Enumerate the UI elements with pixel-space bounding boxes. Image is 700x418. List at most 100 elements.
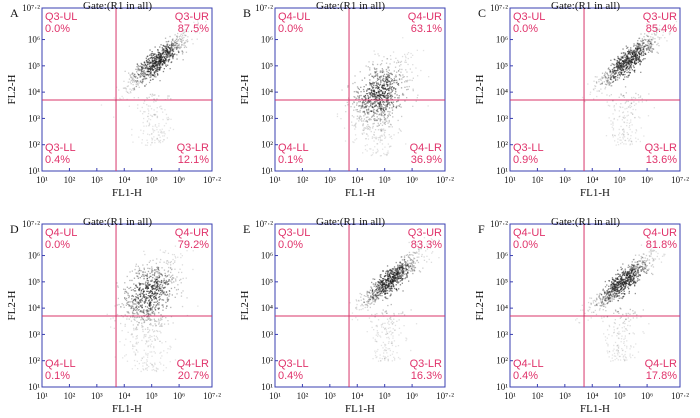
event-dot <box>647 35 649 37</box>
event-dot <box>638 44 640 46</box>
event-dot <box>143 69 145 72</box>
event-dot <box>405 265 407 267</box>
event-dot <box>155 285 157 287</box>
event-dot <box>157 54 159 56</box>
event-dot <box>355 109 357 111</box>
event-dot <box>422 267 424 269</box>
event-dot <box>654 41 656 43</box>
event-dot <box>617 69 619 71</box>
event-dot <box>631 98 633 100</box>
event-dot <box>153 94 155 96</box>
event-dot <box>140 81 142 83</box>
event-dot <box>648 40 651 42</box>
event-dot <box>412 259 414 261</box>
event-dot <box>193 21 195 23</box>
event-dot <box>386 73 388 75</box>
event-dot <box>145 125 148 127</box>
event-dot <box>166 305 168 307</box>
event-dot <box>368 291 370 294</box>
event-dot <box>136 80 139 82</box>
event-dot <box>638 46 640 48</box>
event-dot <box>371 86 373 88</box>
event-dot <box>650 44 653 46</box>
event-dot <box>377 78 380 80</box>
event-dot <box>140 75 142 78</box>
event-dot <box>621 133 623 136</box>
event-dot <box>135 327 138 329</box>
event-dot <box>142 71 144 73</box>
event-dot <box>138 269 141 272</box>
event-dot <box>382 103 385 105</box>
event-dot <box>133 88 135 90</box>
event-dot <box>615 72 617 74</box>
event-dot <box>381 289 383 291</box>
x-tick-label: 10² <box>297 175 309 185</box>
event-dot <box>381 71 383 73</box>
event-dot <box>622 55 624 58</box>
event-dot <box>361 118 363 120</box>
event-dot <box>150 346 152 348</box>
event-dot <box>385 333 387 335</box>
event-dot <box>655 28 657 31</box>
event-dot <box>164 282 166 284</box>
event-dot <box>367 300 369 302</box>
event-dot <box>154 278 156 280</box>
event-dot <box>401 68 403 71</box>
event-dot <box>382 288 384 290</box>
event-dot <box>136 311 138 313</box>
event-dot <box>387 150 389 152</box>
event-dot <box>405 339 407 342</box>
event-dot <box>133 309 135 311</box>
event-dot <box>391 79 393 81</box>
event-dot <box>132 81 134 83</box>
event-dot <box>622 78 625 81</box>
event-dot <box>609 83 611 85</box>
event-dot <box>623 358 625 360</box>
event-dot <box>128 78 131 80</box>
event-dot <box>361 105 364 108</box>
event-dot <box>372 297 374 299</box>
event-dot <box>368 300 371 302</box>
event-dot <box>584 100 586 103</box>
event-dot <box>161 53 163 55</box>
event-dot <box>168 279 170 281</box>
event-dot <box>385 97 387 99</box>
x-tick-label: 10² <box>532 175 544 185</box>
event-dot <box>132 303 134 305</box>
event-dot <box>358 309 360 311</box>
event-dot <box>367 108 370 110</box>
event-dot <box>379 354 381 356</box>
x-tick-label: 10⁷·² <box>203 391 221 401</box>
event-dot <box>361 102 363 104</box>
event-dot <box>157 308 160 310</box>
event-dot <box>631 124 633 126</box>
event-dot <box>366 121 369 123</box>
event-dot <box>151 115 153 117</box>
event-dot <box>619 289 621 292</box>
event-dot <box>160 324 162 326</box>
event-dot <box>353 91 355 93</box>
event-dot <box>156 278 158 280</box>
event-dot <box>167 119 169 121</box>
event-dot <box>145 352 147 354</box>
event-dot <box>608 295 611 298</box>
event-dot <box>166 275 168 277</box>
x-tick-label: 10² <box>297 391 309 401</box>
event-dot <box>637 138 639 140</box>
event-dot <box>147 286 149 288</box>
event-dot <box>370 296 372 298</box>
event-dot <box>386 85 388 87</box>
event-dot <box>352 103 354 105</box>
event-dot <box>403 325 405 327</box>
event-dot <box>127 301 130 303</box>
event-dot <box>593 80 595 82</box>
event-dot <box>162 369 165 372</box>
event-dot <box>612 124 614 126</box>
event-dot <box>137 368 139 370</box>
event-dot <box>390 73 392 75</box>
event-dot <box>139 76 141 78</box>
panel-letter: B <box>243 6 251 20</box>
event-dot <box>387 122 389 124</box>
event-dot <box>618 62 620 64</box>
event-dot <box>646 49 648 51</box>
